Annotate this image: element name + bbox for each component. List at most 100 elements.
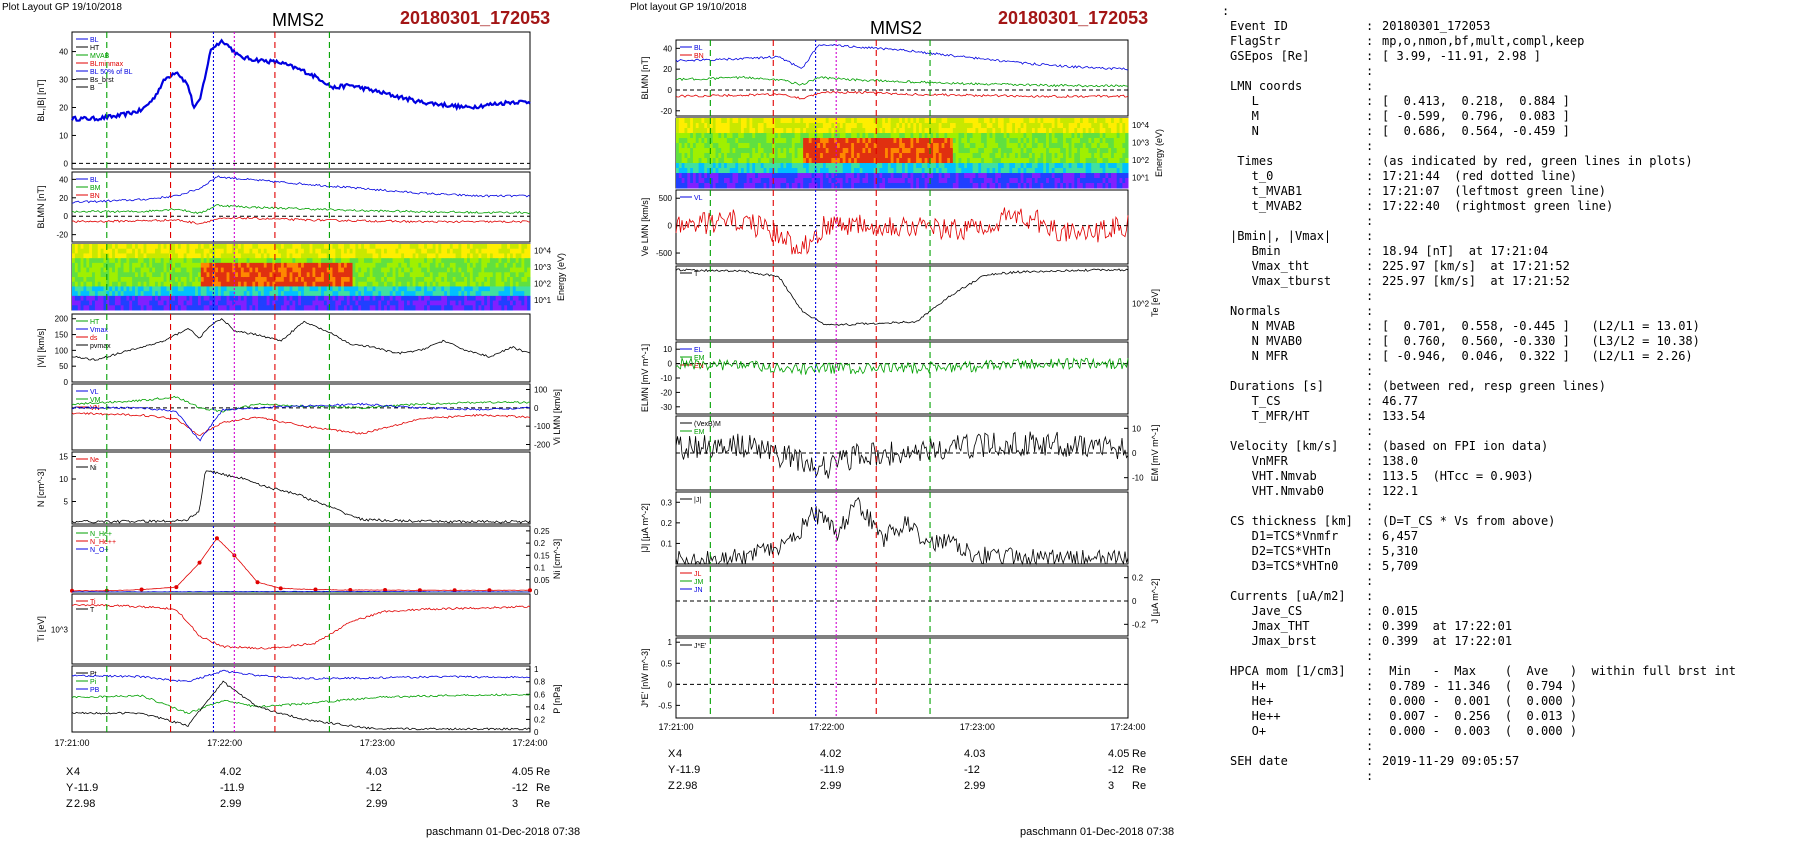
spectrogram-cell [343,244,348,250]
spectrogram-cell [814,183,818,189]
spectrogram-cell [404,281,408,287]
y-tick-label: 10^3 [51,626,69,635]
legend-entry: BL 50% of BL [90,69,133,76]
spectrogram-cell [698,133,702,139]
spectrogram-cell [752,178,756,184]
spectrogram-cell [763,158,767,164]
spectrogram-cell [149,272,153,278]
spectrogram-cell [856,178,861,184]
spectrogram-cell [346,253,351,259]
spectrogram-cell [828,168,832,174]
spectrogram-cell [918,153,923,159]
series-marker [139,587,144,592]
spectrogram-cell [902,138,906,144]
spectrogram-cell [252,305,256,311]
spectrogram-cell [789,153,793,159]
spectrogram-cell [106,272,110,278]
spectrogram-cell [278,277,282,283]
spectrogram-cell [238,258,242,264]
spectrogram-cell [678,178,683,184]
spectrogram-cell [885,153,889,159]
spectrogram-cell [332,267,336,273]
spectrogram-cell [134,291,139,297]
spectrogram-cell [415,262,419,269]
spectrogram-cell [918,133,923,139]
spectrogram-cell [955,138,959,144]
spectrogram-cell [507,295,511,302]
spectrogram-cell [238,305,242,311]
spectrogram-cell [212,248,216,254]
spectrogram-cell [913,158,917,164]
spectrogram-cell [378,272,382,278]
spectrogram-cell [890,118,895,124]
spectrogram-cell [740,173,745,179]
spectrogram-cell [352,262,356,269]
spectrogram-cell [263,244,268,250]
spectrogram-cell [361,258,365,264]
spectrogram-cell [941,128,945,134]
spectrogram-cell [743,138,748,144]
spectrogram-cell [927,153,931,159]
spectrogram-cell [834,183,838,189]
event-markers [106,594,330,664]
spectrogram-cell [885,163,889,169]
spectrogram-cell [404,286,408,292]
spectrogram-cell [366,253,371,259]
spectrogram-cell [961,138,965,144]
spectrogram-cell [950,153,954,159]
spectrogram-cell [817,153,821,159]
spectrogram-cell [763,148,767,154]
spectrogram-cell [842,143,846,149]
spectrogram-cell [724,168,728,174]
spectrogram-cell [143,286,147,292]
spectrogram-cell [769,133,773,139]
spectrogram-cell [780,143,784,149]
spectrogram-cell [896,118,900,124]
spectrogram-cell [766,163,770,169]
spectrogram-cell [882,143,886,149]
spectrogram-cell [100,262,104,269]
left-figure-event: 20180301_172053 [400,8,551,28]
spectrogram-cell [966,168,971,174]
spectrogram-cell [870,173,875,179]
spectrogram-cell [232,272,236,278]
spectrogram-cell [515,305,520,311]
spectrogram-cell [272,248,276,254]
spectrogram-cell [375,291,379,297]
spectrogram-cell [780,158,784,164]
spectrogram-cell [352,286,356,292]
spectrogram-cell [346,305,351,311]
spectrogram-cell [492,267,497,273]
left-figure-footer: paschmann 01-Dec-2018 07:38 [426,826,581,838]
spectrogram-cell [100,244,104,250]
spectrogram-cell [166,244,170,250]
spectrogram-cell [755,138,759,144]
spectrogram-cell [469,286,474,292]
spectrogram-cell [223,286,228,292]
spectrogram-cell [769,123,773,129]
spectrogram-cell [323,244,328,250]
spectrogram-cell [518,267,522,273]
position-value: -12 [366,782,382,794]
spectrogram-cell [346,281,351,287]
y-tick-label: 0 [668,86,673,95]
y-axis-label: Ti [eV] [36,616,46,642]
spectrogram-cell [117,258,122,264]
spectrogram-cell [92,295,96,302]
spectrogram-cell [870,133,875,139]
spectrogram-cell [132,305,136,311]
spectrogram-cell [475,286,479,292]
spectrogram-cell [887,153,892,159]
spectrogram-cell [899,133,903,139]
spectrogram-cell [769,118,773,124]
spectrogram-cell [853,143,858,149]
spectrogram-cell [478,262,482,269]
spectrogram-cell [395,286,399,292]
spectrogram-cell [140,305,145,311]
spectrogram-cell [398,244,402,250]
spectrogram-cell [77,267,82,273]
spectrogram-cell [715,133,719,139]
spectrogram-cell [492,291,497,297]
spectrogram-cell [132,267,136,273]
